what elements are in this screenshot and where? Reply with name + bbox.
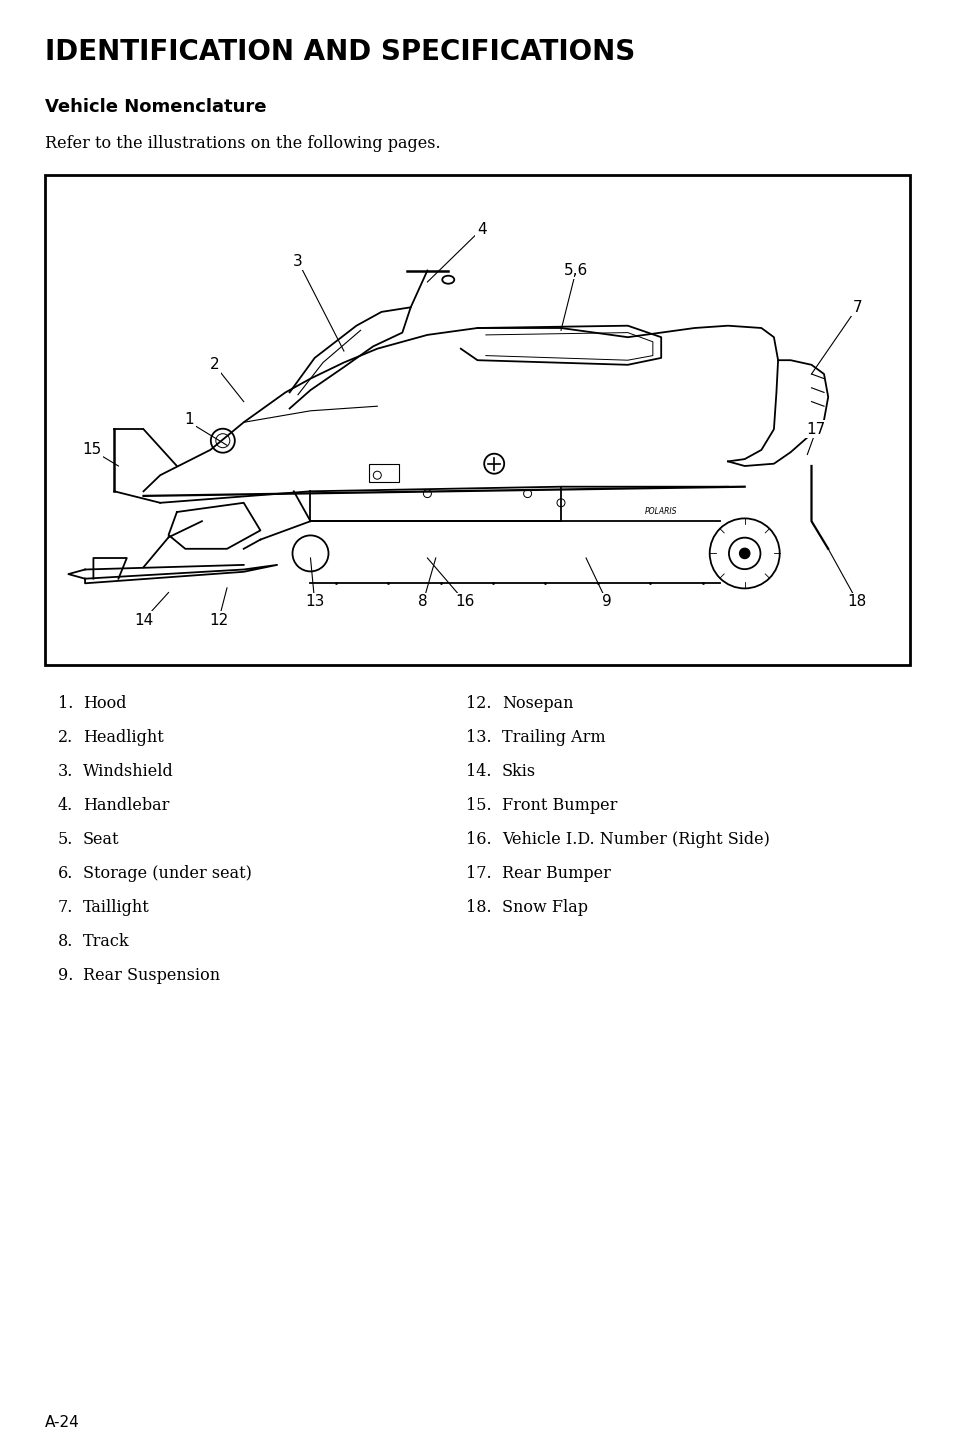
Text: A-24: A-24 [45, 1415, 80, 1429]
Text: Snow Flap: Snow Flap [501, 899, 587, 916]
Text: 17.: 17. [466, 865, 492, 883]
Text: 3.: 3. [57, 763, 73, 779]
Text: 2: 2 [210, 358, 219, 372]
Text: 4: 4 [476, 221, 486, 237]
Text: 5,6: 5,6 [563, 263, 588, 278]
Text: 12: 12 [209, 612, 228, 628]
Circle shape [373, 471, 381, 480]
Text: 5.: 5. [57, 832, 73, 848]
Text: Rear Suspension: Rear Suspension [83, 967, 220, 984]
Text: Vehicle Nomenclature: Vehicle Nomenclature [45, 97, 266, 116]
Text: 16.: 16. [466, 832, 492, 848]
Circle shape [523, 490, 531, 497]
Text: Headlight: Headlight [83, 728, 164, 746]
Circle shape [709, 519, 779, 589]
Bar [369, 464, 398, 481]
Text: 8.: 8. [57, 933, 73, 949]
Text: 13.: 13. [466, 728, 492, 746]
Text: Handlebar: Handlebar [83, 797, 170, 814]
Circle shape [423, 490, 431, 497]
Text: IDENTIFICATION AND SPECIFICATIONS: IDENTIFICATION AND SPECIFICATIONS [45, 38, 635, 65]
Text: Vehicle I.D. Number (Right Side): Vehicle I.D. Number (Right Side) [501, 832, 769, 848]
Text: Refer to the illustrations on the following pages.: Refer to the illustrations on the follow… [45, 135, 440, 153]
Text: Windshield: Windshield [83, 763, 173, 779]
Text: 15.: 15. [466, 797, 492, 814]
Bar [45, 174, 909, 664]
Text: 9.: 9. [57, 967, 73, 984]
Text: 9: 9 [601, 595, 611, 609]
Circle shape [293, 535, 328, 571]
Text: 1: 1 [185, 413, 194, 427]
Circle shape [728, 538, 760, 569]
Text: Track: Track [83, 933, 130, 949]
Circle shape [557, 499, 564, 507]
Text: Seat: Seat [83, 832, 119, 848]
Text: 1.: 1. [57, 695, 73, 712]
Circle shape [739, 548, 749, 558]
Text: 18: 18 [847, 595, 866, 609]
Text: 7.: 7. [57, 899, 73, 916]
Circle shape [484, 454, 504, 474]
Text: 12.: 12. [466, 695, 492, 712]
Text: 14.: 14. [466, 763, 492, 779]
Text: 16: 16 [455, 595, 475, 609]
Text: Storage (under seat): Storage (under seat) [83, 865, 252, 883]
Text: Nosepan: Nosepan [501, 695, 573, 712]
Text: 3: 3 [293, 254, 302, 269]
Text: POLARIS: POLARIS [644, 507, 677, 516]
Text: 14: 14 [133, 612, 153, 628]
Text: Trailing Arm: Trailing Arm [501, 728, 605, 746]
Text: 7: 7 [852, 300, 862, 316]
Text: Front Bumper: Front Bumper [501, 797, 617, 814]
Text: 17: 17 [805, 422, 824, 436]
Text: 2.: 2. [58, 728, 73, 746]
Text: Hood: Hood [83, 695, 127, 712]
Text: 8: 8 [418, 595, 428, 609]
Text: 13: 13 [305, 595, 324, 609]
Text: 4.: 4. [58, 797, 73, 814]
Text: Skis: Skis [501, 763, 536, 779]
Text: 6.: 6. [57, 865, 73, 883]
Circle shape [211, 429, 234, 452]
Ellipse shape [442, 276, 454, 284]
Text: Taillight: Taillight [83, 899, 150, 916]
Text: Rear Bumper: Rear Bumper [501, 865, 610, 883]
Circle shape [215, 433, 230, 448]
Text: 15: 15 [82, 442, 101, 458]
Text: 18.: 18. [466, 899, 492, 916]
